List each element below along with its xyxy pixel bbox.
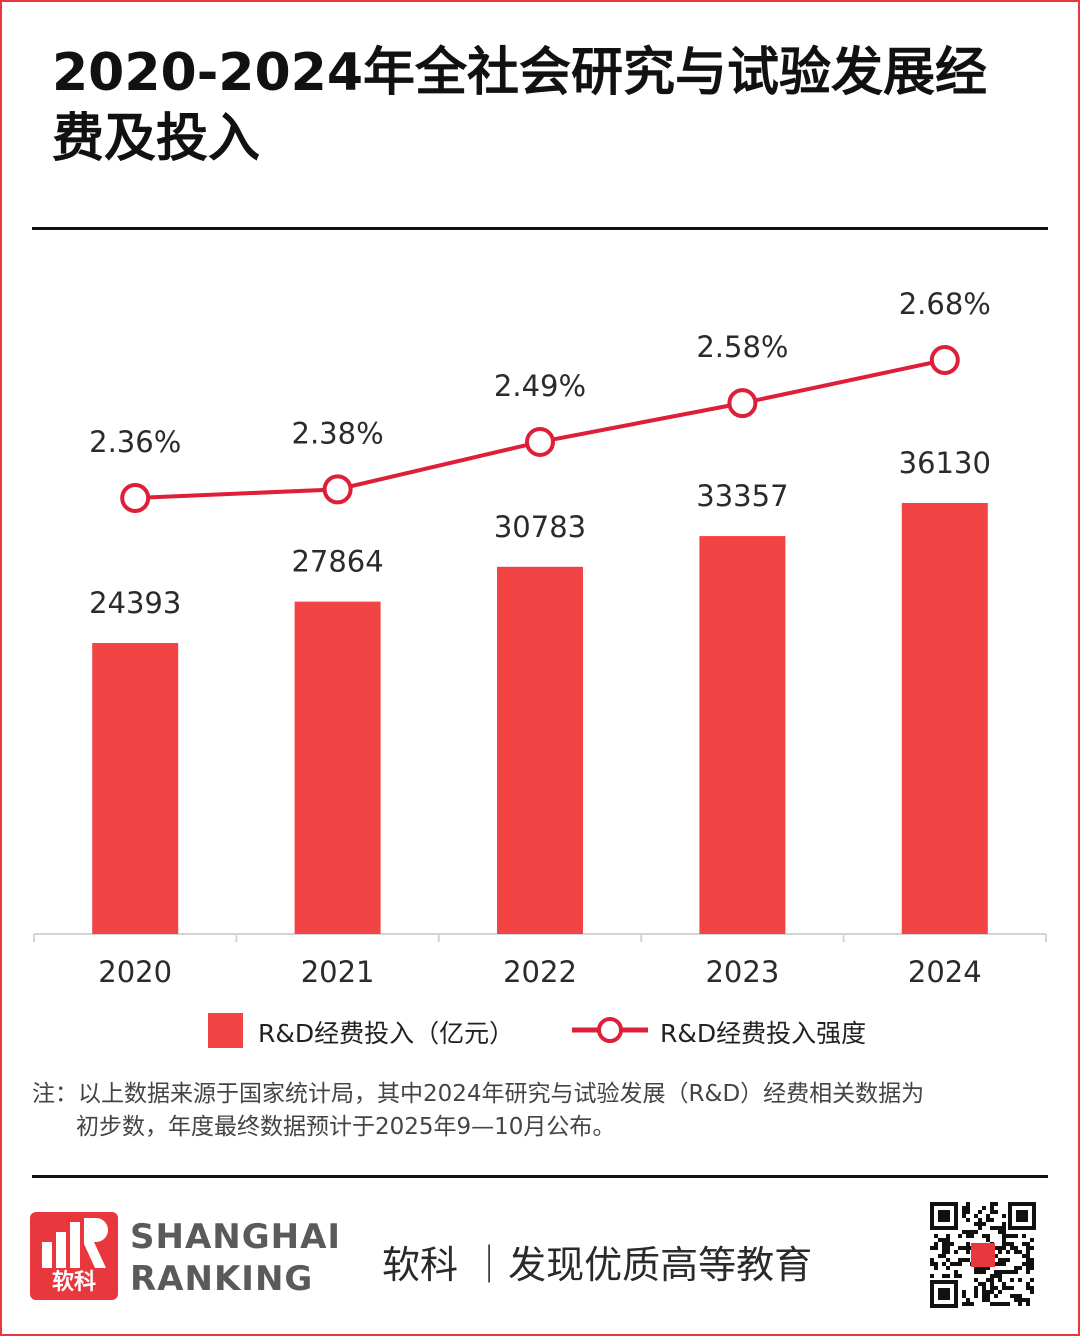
intensity-value-label: 2.49%: [494, 369, 586, 403]
legend-bar-swatch: [208, 1013, 243, 1048]
shanghai-ranking-logo: 软科: [30, 1212, 118, 1300]
bar-2022: [497, 566, 583, 934]
brand-name-line-2: RANKING: [130, 1259, 314, 1299]
intensity-value-label: 2.38%: [292, 416, 384, 450]
bar-2023: [699, 536, 786, 934]
brand-name: SHANGHAI RANKING: [130, 1216, 341, 1300]
footnote-line-1: 注：以上数据来源于国家统计局，其中2024年研究与试验发展（R&D）经费相关数据…: [32, 1081, 925, 1107]
brand-name-line-1: SHANGHAI: [130, 1217, 342, 1257]
logo-bars-icon: [42, 1218, 108, 1268]
intensity-point: [525, 426, 555, 457]
bar-value-label: 27864: [291, 545, 383, 579]
intensity-value-label: 2.36%: [89, 425, 181, 459]
x-tick-label: 2024: [908, 955, 982, 989]
bar-value-label: 33357: [696, 479, 788, 513]
legend-bar-label: R&D经费投入（亿元）: [258, 1019, 515, 1048]
intensity-value-label: 2.58%: [696, 330, 788, 364]
slogan: 软科 ｜发现优质高等教育: [382, 1243, 813, 1287]
qr-code-icon: [928, 1200, 1038, 1310]
bar-2021: [294, 601, 381, 934]
chart-legend: R&D经费投入（亿元） R&D经费投入强度: [0, 1010, 1080, 1054]
bar-value-label: 30783: [494, 510, 586, 544]
title-divider: [32, 227, 1048, 230]
bar-value-label: 36130: [899, 446, 991, 480]
footer-divider: [32, 1175, 1048, 1178]
footnote-line-2: 初步数，年度最终数据预计于2025年9—10月公布。: [76, 1114, 616, 1140]
intensity-point: [929, 345, 960, 375]
chart: 24393 2020 27864 2021 30783 2022 33357 2023 3613…: [33, 287, 1047, 989]
x-tick-label: 2020: [98, 955, 172, 989]
intensity-point: [120, 483, 151, 513]
logo-text: 软科: [51, 1270, 96, 1295]
bar-value-label: 24393: [89, 586, 181, 620]
page-title: 2020-2024年全社会研究与试验发展经费及投入: [52, 43, 988, 169]
intensity-value-label: 2.68%: [899, 287, 991, 321]
x-tick-label: 2022: [503, 955, 577, 989]
intensity-point: [727, 388, 758, 419]
footnote: 注：以上数据来源于国家统计局，其中2024年研究与试验发展（R&D）经费相关数据…: [32, 1078, 1032, 1144]
legend-line-label: R&D经费投入强度: [660, 1019, 867, 1048]
bar-2024: [901, 503, 988, 934]
x-tick-label: 2023: [705, 955, 779, 989]
intensity-point: [322, 474, 353, 505]
bar-2020: [92, 643, 179, 934]
legend-line-swatch: [572, 1017, 648, 1043]
x-tick-label: 2021: [301, 955, 375, 989]
